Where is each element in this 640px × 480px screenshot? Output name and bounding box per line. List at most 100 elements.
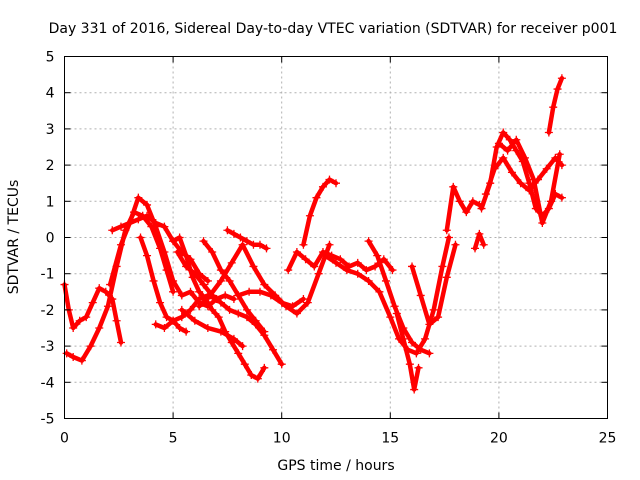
data-point [277, 360, 286, 369]
data-point [247, 371, 256, 380]
data-point [245, 287, 254, 296]
data-point [557, 74, 566, 83]
y-tick-label: -4 [41, 375, 55, 391]
data-point [103, 302, 112, 311]
data-point [182, 262, 191, 271]
data-point [240, 360, 249, 369]
series-line [496, 137, 562, 226]
data-point [238, 342, 247, 351]
data-point [475, 229, 484, 238]
data-series-arc-11 [195, 240, 334, 318]
data-point [149, 276, 158, 285]
data-point [82, 313, 91, 322]
data-series-arc-15 [284, 247, 397, 275]
data-point [381, 276, 390, 285]
data-point [69, 352, 78, 361]
data-point [442, 226, 451, 235]
data-point [125, 219, 134, 228]
data-point [216, 327, 225, 336]
data-point [134, 215, 143, 224]
data-point [292, 247, 301, 256]
data-point [332, 179, 340, 188]
data-point [101, 287, 110, 296]
y-tick-label: 5 [46, 50, 55, 66]
x-tick-label: 10 [273, 431, 291, 447]
data-point [325, 175, 334, 184]
data-point [503, 146, 512, 155]
data-point [266, 291, 275, 300]
data-point [223, 226, 232, 235]
data-point [195, 287, 204, 296]
data-point [318, 182, 327, 191]
data-point [260, 280, 269, 289]
data-point [408, 262, 417, 271]
data-series-arc-25 [544, 74, 566, 137]
x-axis-label: GPS time / hours [277, 458, 394, 474]
data-point [242, 237, 251, 246]
y-tick-label: -5 [41, 412, 55, 428]
data-point [299, 240, 308, 249]
data-point [305, 211, 314, 220]
data-point [434, 313, 443, 322]
data-point [151, 320, 160, 329]
data-point [160, 247, 169, 256]
data-point [336, 255, 345, 264]
data-series-arc-19 [408, 240, 460, 329]
data-point [499, 153, 508, 162]
data-point [249, 262, 258, 271]
data-point [353, 258, 362, 267]
series-line [138, 235, 189, 334]
data-point [208, 305, 217, 314]
data-point [312, 193, 321, 202]
data-series-arc-20 [442, 182, 484, 235]
data-point [203, 324, 212, 332]
data-point [449, 182, 458, 191]
data-point [507, 168, 516, 177]
data-point [229, 295, 238, 304]
data-point [549, 103, 558, 112]
data-point [216, 266, 225, 275]
data-point [332, 258, 340, 267]
data-point [177, 313, 186, 322]
data-point [262, 244, 271, 253]
data-point [414, 363, 423, 372]
data-point [156, 298, 165, 307]
data-point [169, 287, 178, 296]
data-point [260, 327, 269, 336]
data-point [525, 186, 534, 195]
y-tick-label: 1 [46, 194, 55, 210]
data-point [303, 298, 312, 307]
data-point [490, 164, 499, 173]
data-point [95, 284, 104, 293]
data-point [516, 179, 525, 188]
data-point [216, 298, 225, 307]
data-point [151, 219, 160, 228]
data-point [108, 226, 117, 235]
data-series-arc-21 [471, 229, 488, 253]
data-point [477, 204, 486, 213]
data-point [399, 334, 408, 343]
grid [64, 56, 608, 419]
data-series-arc-7 [169, 233, 269, 383]
data-point [229, 229, 238, 238]
data-point [86, 342, 95, 351]
data-point [557, 193, 566, 202]
series-line [301, 177, 339, 247]
data-point [405, 360, 414, 369]
data-point [190, 269, 199, 278]
data-point [375, 287, 384, 296]
data-point [321, 251, 330, 260]
data-point [455, 197, 464, 206]
series-line [444, 184, 482, 233]
data-point [269, 345, 278, 354]
data-point [471, 244, 480, 253]
data-point [494, 139, 503, 148]
series-line [322, 235, 452, 356]
data-point [292, 309, 301, 318]
data-point [169, 276, 178, 285]
data-series-arc-10 [177, 305, 247, 351]
data-point [69, 324, 78, 332]
y-tick-label: -2 [41, 303, 55, 319]
data-point [392, 309, 401, 318]
